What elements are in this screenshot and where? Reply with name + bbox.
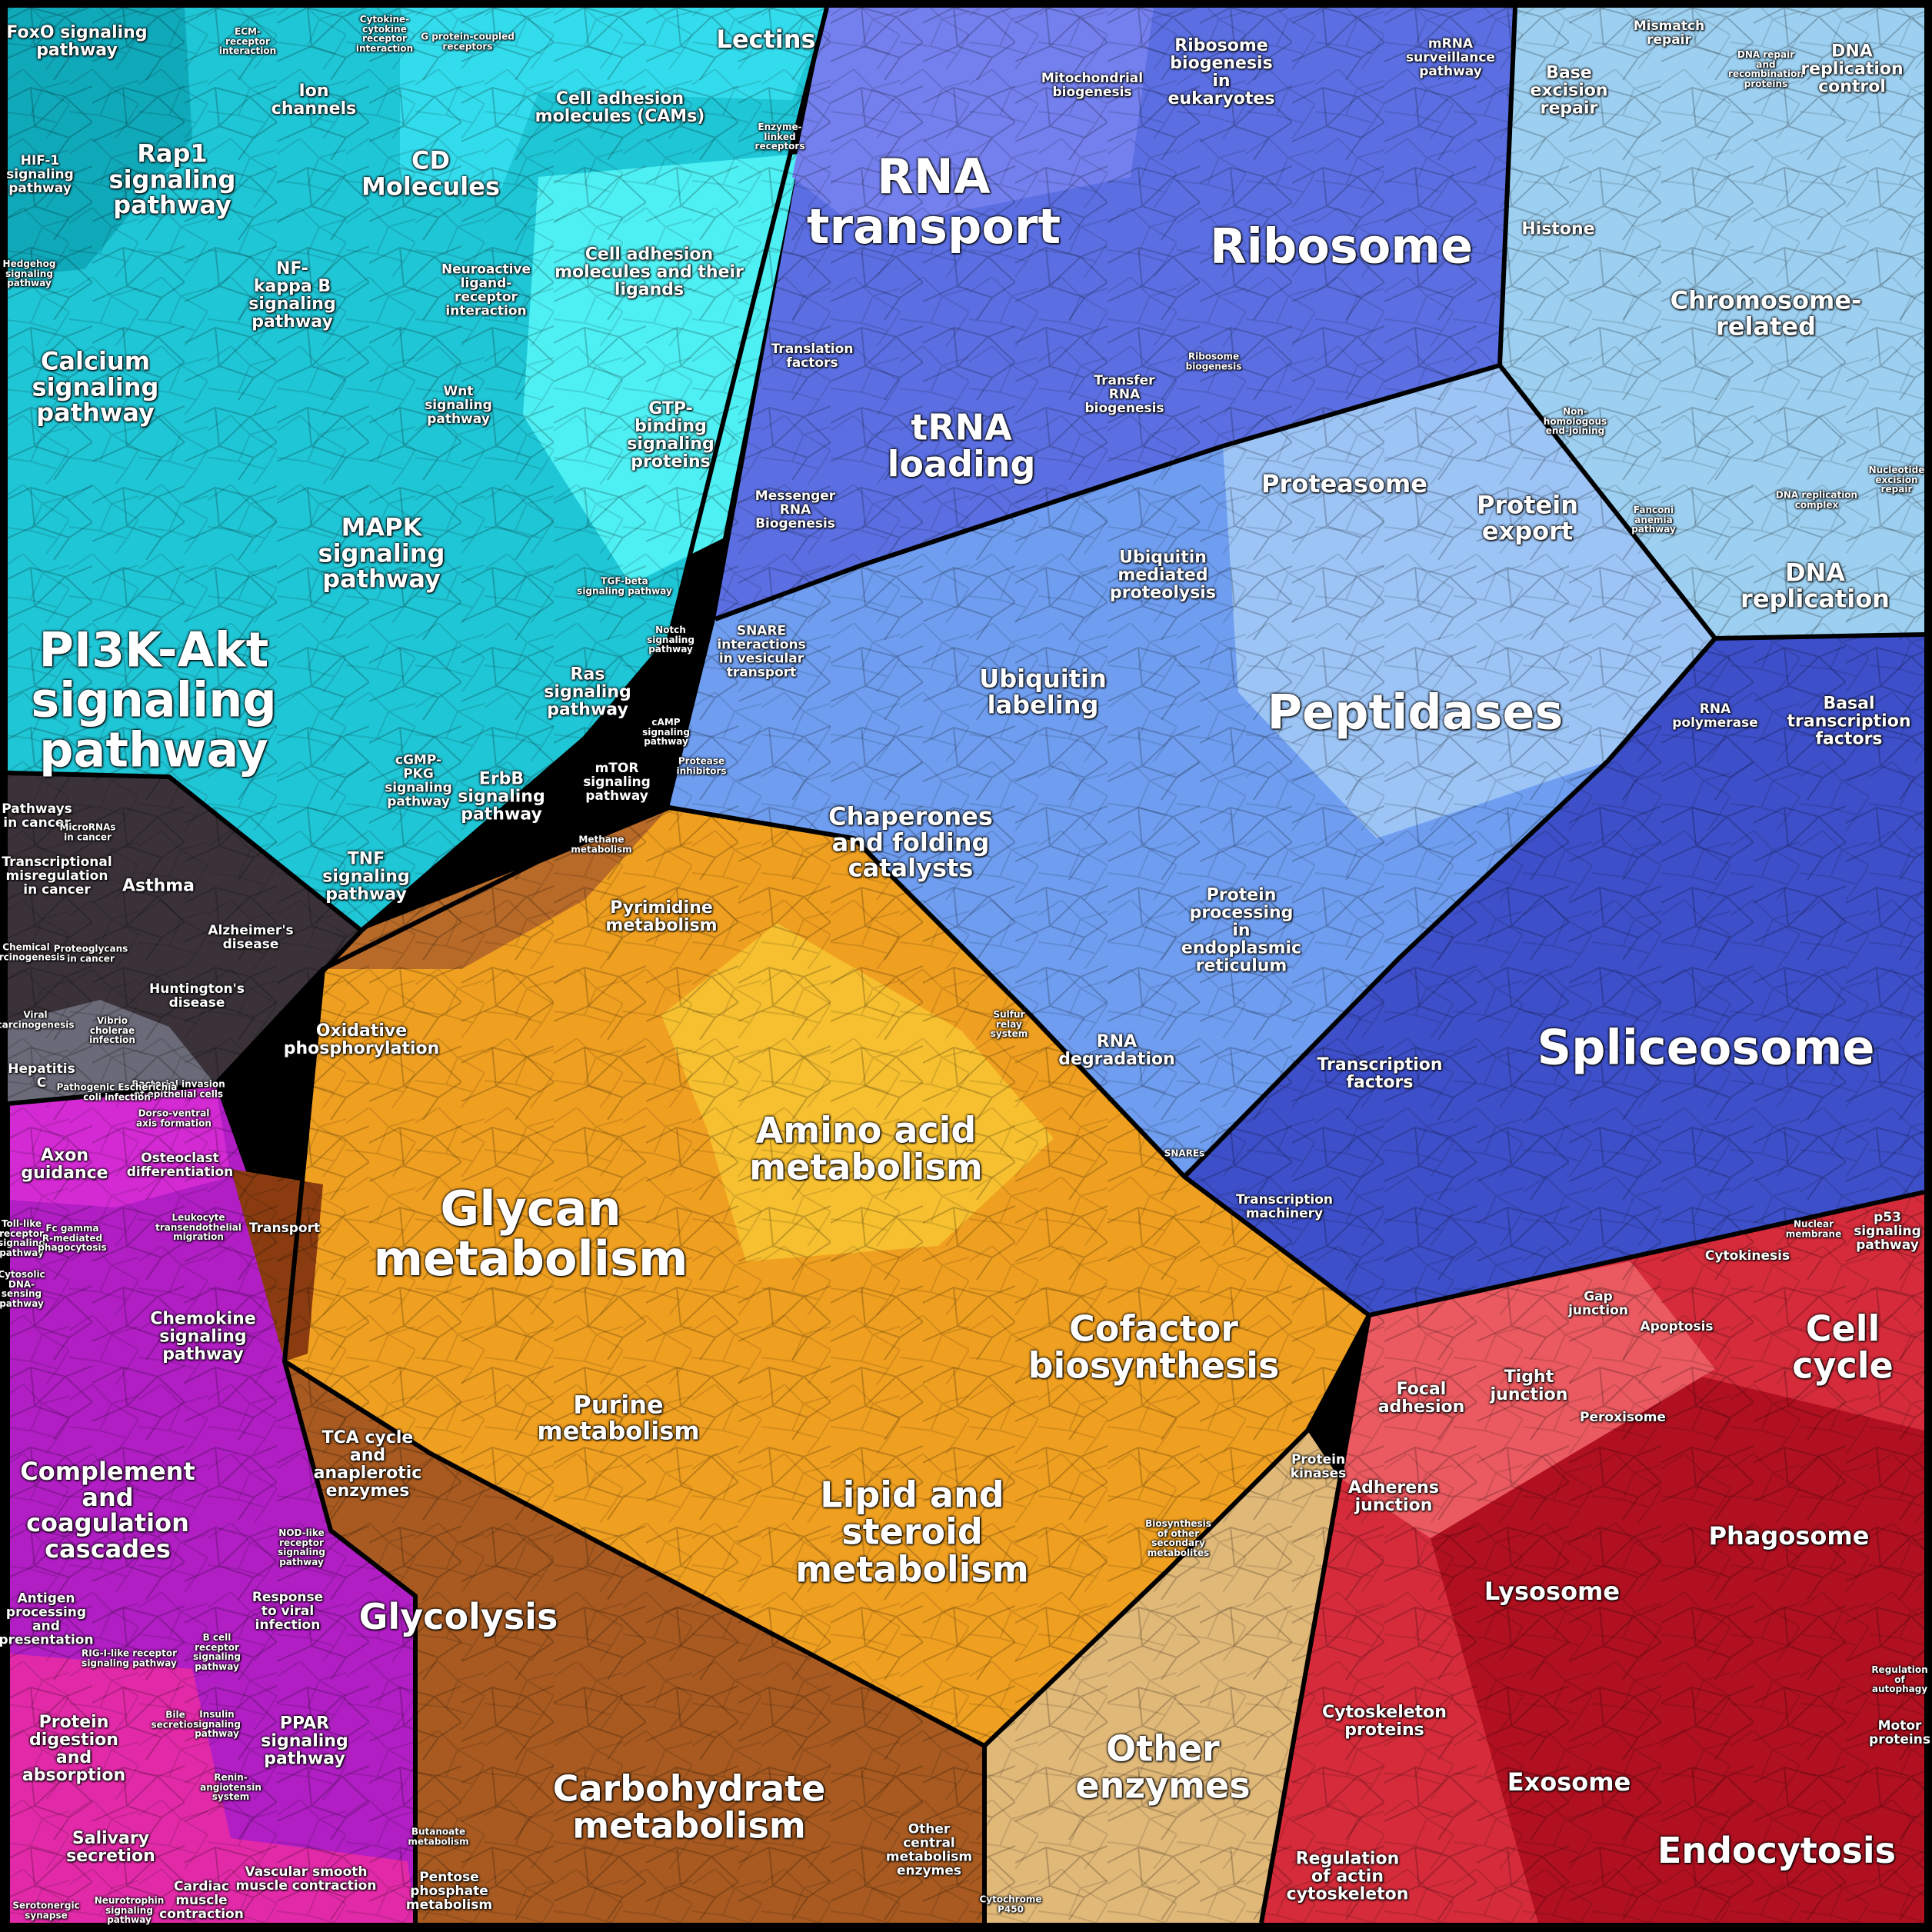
proteomaps-voronoi-treemap: FoxO signaling pathway ECM- receptor int… [0,0,1932,1932]
group-boundaries [2,2,1930,1930]
voronoi-map [0,0,1932,1932]
